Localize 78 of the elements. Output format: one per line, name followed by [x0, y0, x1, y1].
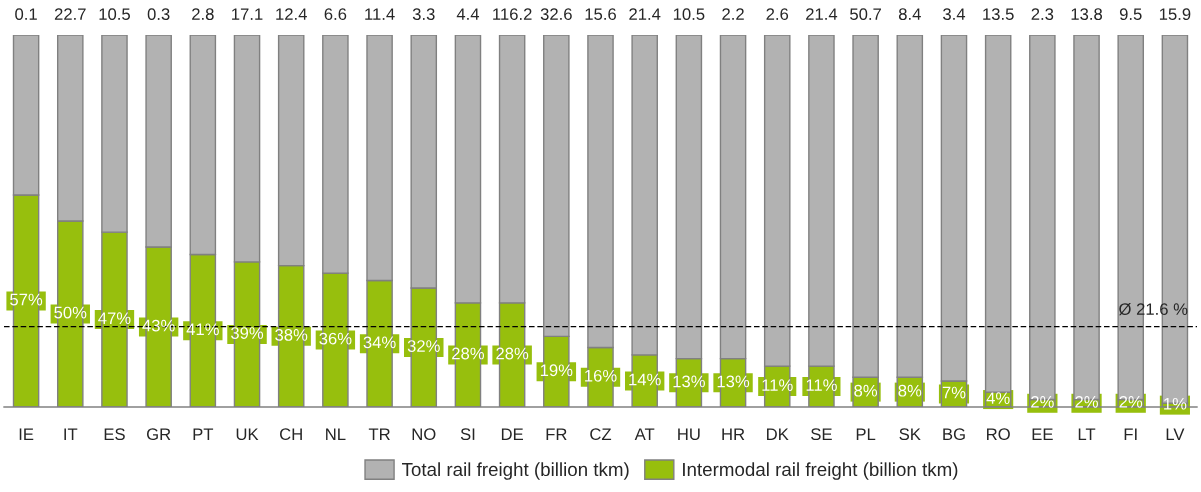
- x-tick-label: AT: [634, 428, 655, 440]
- data-label: 39%: [230, 327, 264, 339]
- x-tick-label: HR: [722, 428, 745, 440]
- annotation: 6.6: [324, 8, 347, 21]
- annotation: 8.4: [898, 8, 921, 21]
- x-tick-label: RO: [987, 428, 1010, 441]
- annotation: 3.4: [943, 8, 966, 21]
- x-tick-label: UK: [236, 428, 259, 441]
- data-label: 13%: [717, 375, 750, 388]
- annotation: 2.8: [192, 8, 214, 21]
- x-tick-label: SI: [460, 428, 475, 441]
- x-tick-label: FR: [546, 428, 567, 440]
- annotation: 10.5: [99, 8, 130, 21]
- x-tick-label: CZ: [590, 428, 612, 441]
- annotation: 22.7: [54, 8, 86, 20]
- annotation: 0.3: [147, 8, 170, 21]
- x-tick-label: SK: [899, 428, 921, 441]
- annotation: 32.6: [540, 8, 572, 21]
- x-tick-label: DE: [501, 428, 523, 440]
- x-tick-label: SE: [811, 428, 832, 441]
- x-tick-label: PL: [856, 428, 876, 440]
- data-label: 2%: [1031, 395, 1054, 408]
- data-label: 8%: [898, 384, 922, 397]
- x-tick-label: FI: [1124, 428, 1137, 440]
- legend-label: Intermodal rail freight (billion tkm): [683, 462, 958, 480]
- x-tick-label: IE: [19, 428, 34, 440]
- legend-label: Total rail freight (billion tkm): [402, 462, 629, 480]
- x-tick-label: PT: [193, 428, 214, 440]
- data-label: 28%: [452, 347, 485, 360]
- data-label: 16%: [585, 369, 617, 382]
- x-tick-label: ES: [104, 428, 125, 441]
- data-label: 11%: [806, 379, 837, 391]
- data-label: 28%: [496, 347, 529, 360]
- data-label: 57%: [10, 293, 43, 306]
- data-label: 2%: [1075, 395, 1098, 408]
- data-label: 13%: [673, 375, 705, 388]
- data-label: 11%: [762, 379, 793, 391]
- annotation: 13.5: [983, 8, 1014, 21]
- data-label: 14%: [629, 373, 661, 386]
- data-label: 8%: [854, 384, 878, 397]
- x-tick-label: LV: [1166, 428, 1185, 440]
- x-tick-label: NL: [326, 428, 346, 440]
- data-label: 36%: [319, 332, 352, 345]
- annotation: 17.1: [232, 8, 263, 20]
- annotation: 13.8: [1071, 8, 1103, 21]
- x-tick-label: DK: [767, 428, 789, 440]
- data-label: 4%: [986, 392, 1010, 404]
- data-label: 38%: [275, 328, 308, 341]
- annotation: 50.7: [850, 8, 881, 21]
- x-tick-label: HU: [678, 428, 700, 441]
- data-label: 19%: [540, 364, 573, 377]
- annotation: 21.4: [806, 8, 838, 20]
- annotation: 15.6: [585, 8, 616, 21]
- annotation: 10.5: [673, 8, 705, 21]
- annotation: 4.4: [456, 8, 480, 20]
- x-tick-label: IT: [64, 428, 78, 440]
- x-tick-label: TR: [368, 428, 390, 440]
- x-tick-label: CH: [280, 428, 302, 441]
- data-label: 47%: [98, 312, 131, 324]
- annotation: 2.6: [766, 8, 789, 21]
- annotation: 21.4: [629, 8, 661, 20]
- x-tick-label: GR: [146, 428, 171, 441]
- data-label: 2%: [1119, 395, 1143, 408]
- annotation: 2.2: [722, 8, 744, 20]
- annotation: 11.4: [365, 8, 395, 20]
- annotation: 2.3: [1031, 8, 1054, 21]
- x-tick-label: LT: [1078, 428, 1096, 440]
- annotation: 9.5: [1119, 8, 1142, 21]
- x-tick-label: BG: [943, 428, 965, 441]
- annotation: 0.1: [15, 8, 37, 21]
- data-label: 32%: [407, 340, 440, 352]
- data-label: 34%: [363, 336, 396, 349]
- x-tick-label: EE: [1032, 428, 1053, 440]
- annotation: 3.3: [412, 8, 435, 21]
- annotation: 116.2: [493, 8, 532, 21]
- annotation: 15.9: [1159, 8, 1191, 21]
- annotation: 12.4: [276, 8, 307, 20]
- x-tick-label: NO: [412, 428, 436, 441]
